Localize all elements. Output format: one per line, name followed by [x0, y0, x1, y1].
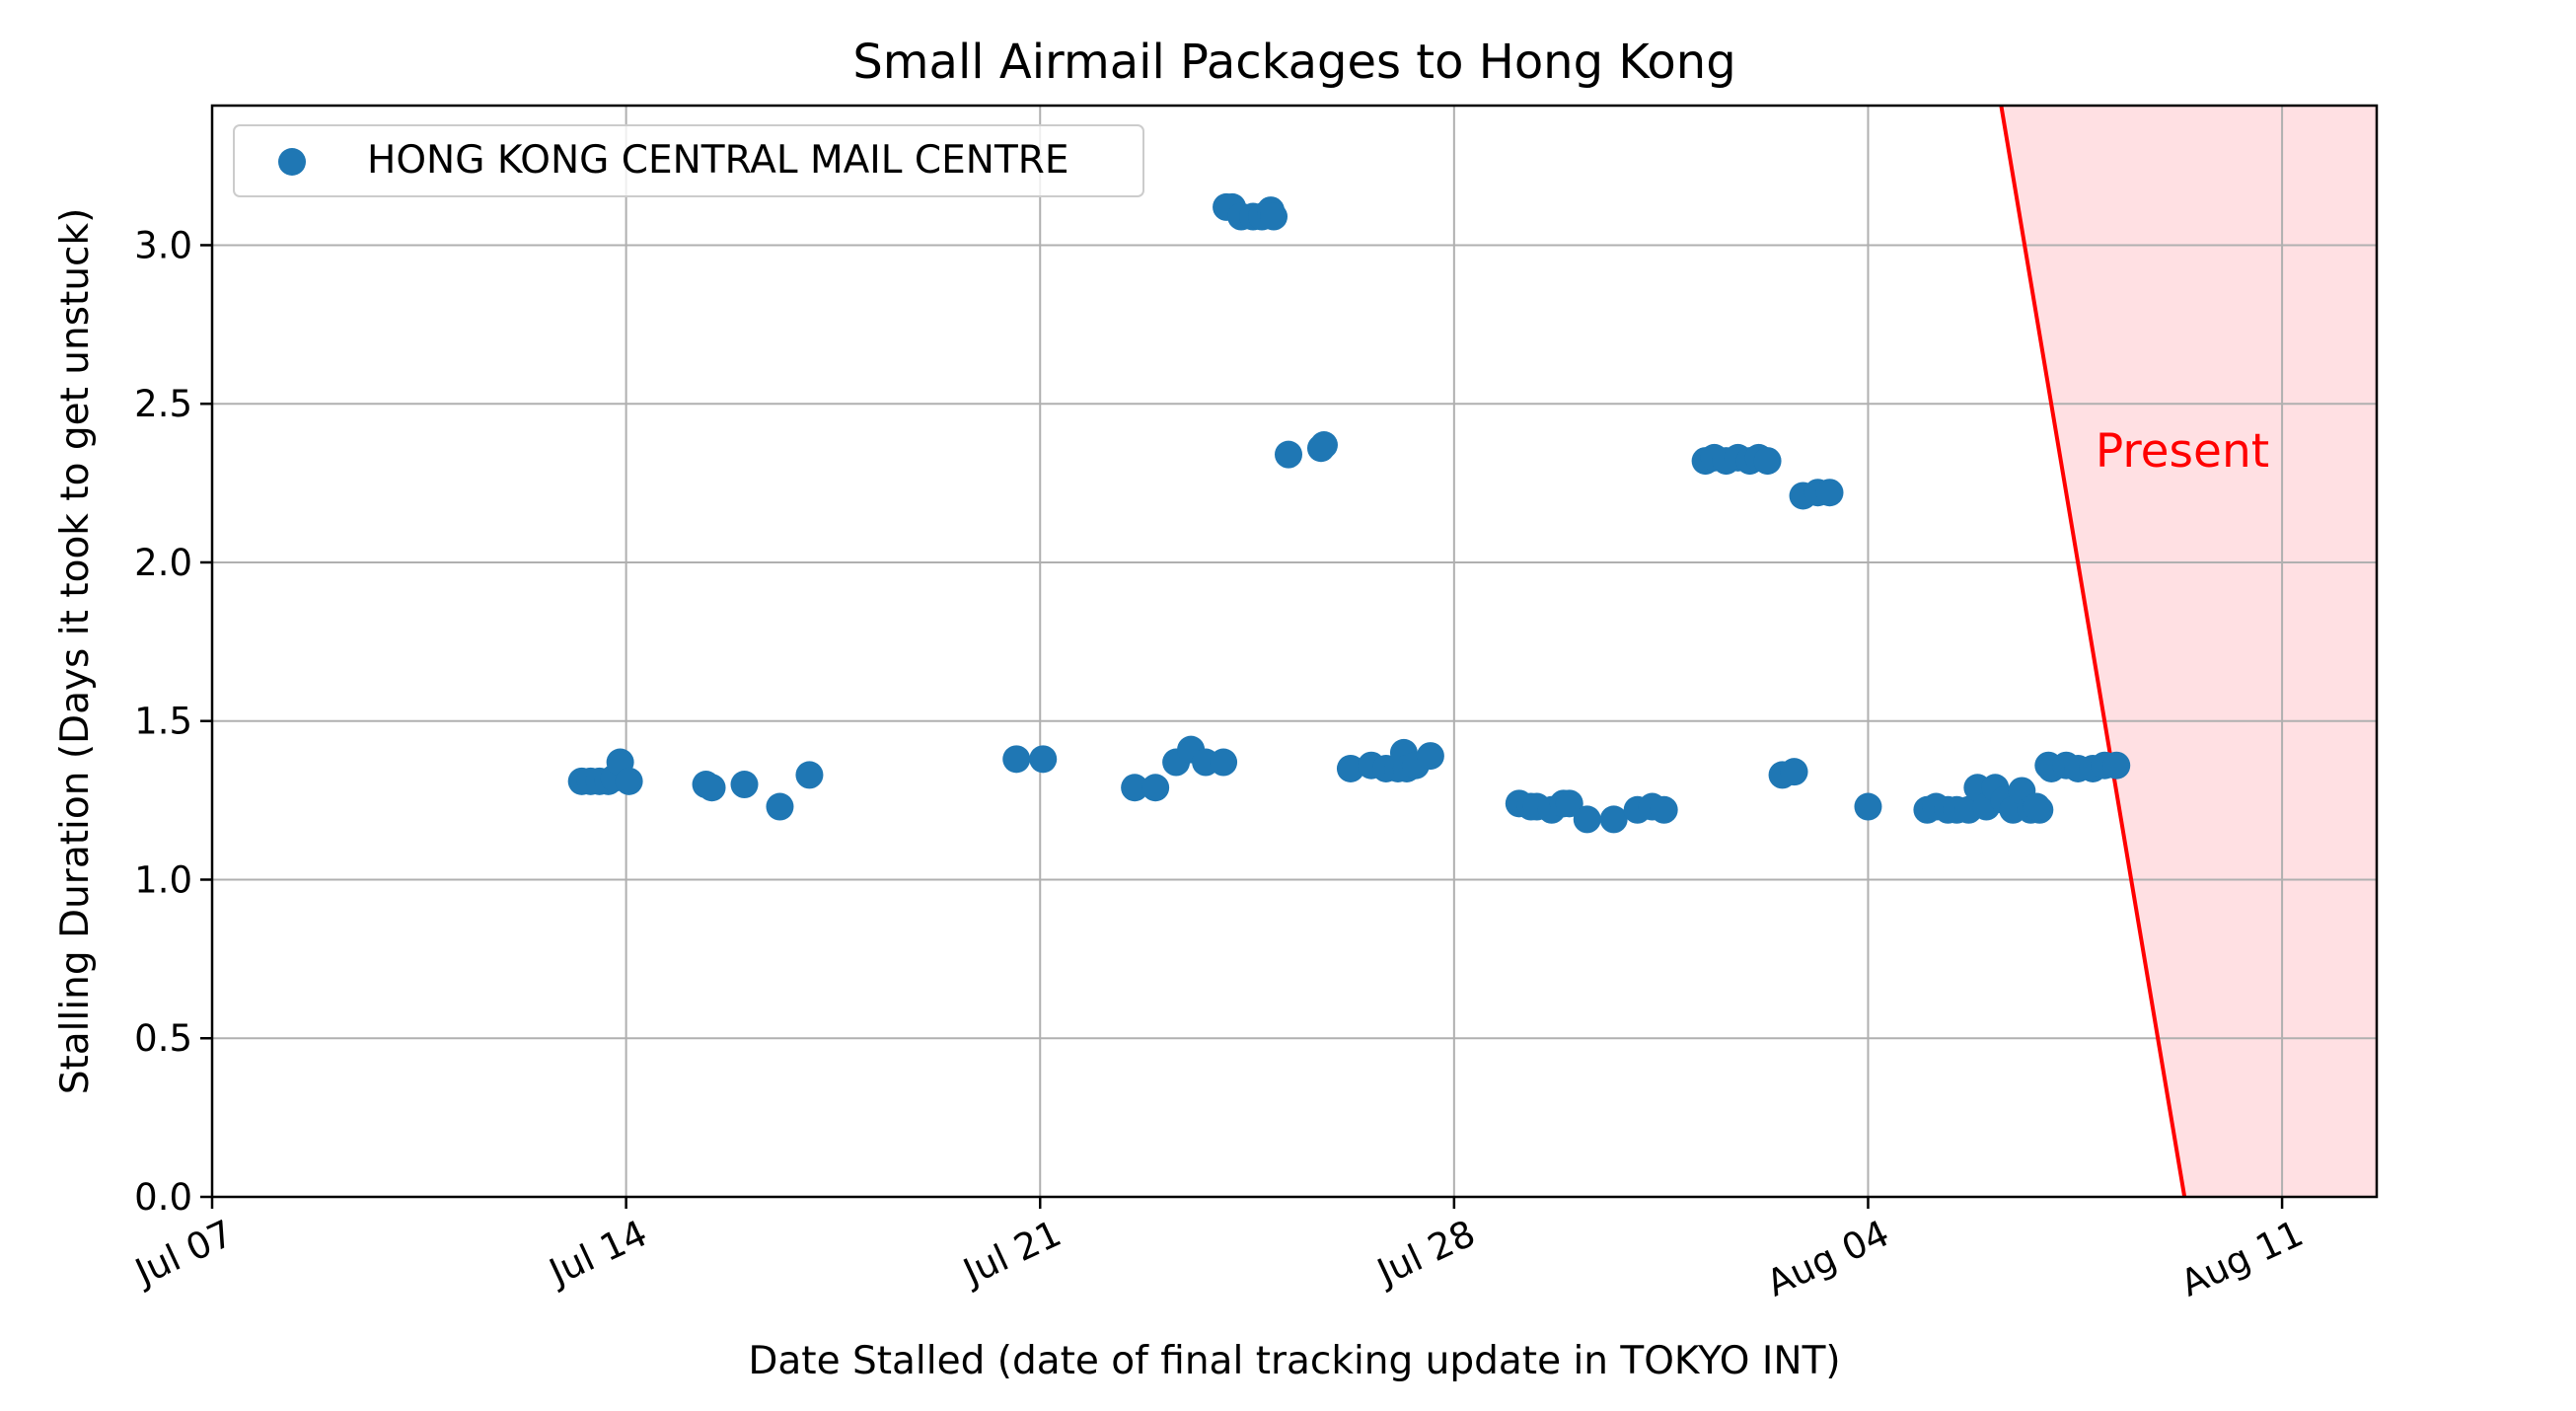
data-point [1029, 745, 1058, 774]
data-point [1416, 742, 1444, 771]
chart-title: Small Airmail Packages to Hong Kong [852, 35, 1735, 90]
data-point [1141, 774, 1170, 802]
plot-frame [210, 104, 2379, 1199]
data-point [1780, 758, 1808, 786]
present-line-group [1999, 105, 2187, 1198]
data-point [1573, 805, 1601, 834]
data-point [1599, 805, 1628, 834]
legend-label: HONG KONG CENTRAL MAIL CENTRE [367, 138, 1069, 183]
present-line [1999, 105, 2187, 1198]
data-point [1210, 748, 1238, 777]
data-point [2023, 792, 2051, 821]
data-point [1854, 792, 1882, 821]
y-tick-label: 2.0 [134, 542, 192, 584]
present-label: Present [2096, 424, 2269, 479]
data-point [1555, 789, 1583, 818]
data-point [1002, 745, 1031, 774]
legend: HONG KONG CENTRAL MAIL CENTRE [233, 124, 1144, 197]
data-point [615, 767, 643, 795]
data-point [1260, 202, 1288, 231]
data-point [1336, 754, 1364, 782]
legend-marker [278, 148, 306, 176]
data-point [698, 774, 726, 802]
x-axis-label: Date Stalled (date of final tracking upd… [748, 1339, 1840, 1383]
data-point [1275, 440, 1303, 469]
y-tick-label: 1.0 [134, 858, 192, 901]
data-point [2102, 751, 2131, 780]
data-points [567, 192, 2131, 834]
y-tick-label: 0.0 [134, 1176, 192, 1219]
y-tick-label: 1.5 [134, 701, 192, 743]
data-point [1815, 479, 1844, 507]
y-tick-label: 3.0 [134, 224, 192, 266]
y-tick-label: 2.5 [134, 383, 192, 425]
y-axis-label: Stalling Duration (Days it took to get u… [53, 208, 98, 1095]
data-point [1753, 447, 1782, 476]
data-point [1650, 795, 1678, 824]
legend-box [233, 124, 1144, 197]
data-point [730, 771, 759, 799]
y-tick-label: 0.5 [134, 1017, 192, 1060]
data-point [1121, 774, 1149, 802]
data-point [766, 792, 794, 821]
data-point [795, 761, 824, 789]
data-point [1306, 434, 1335, 463]
